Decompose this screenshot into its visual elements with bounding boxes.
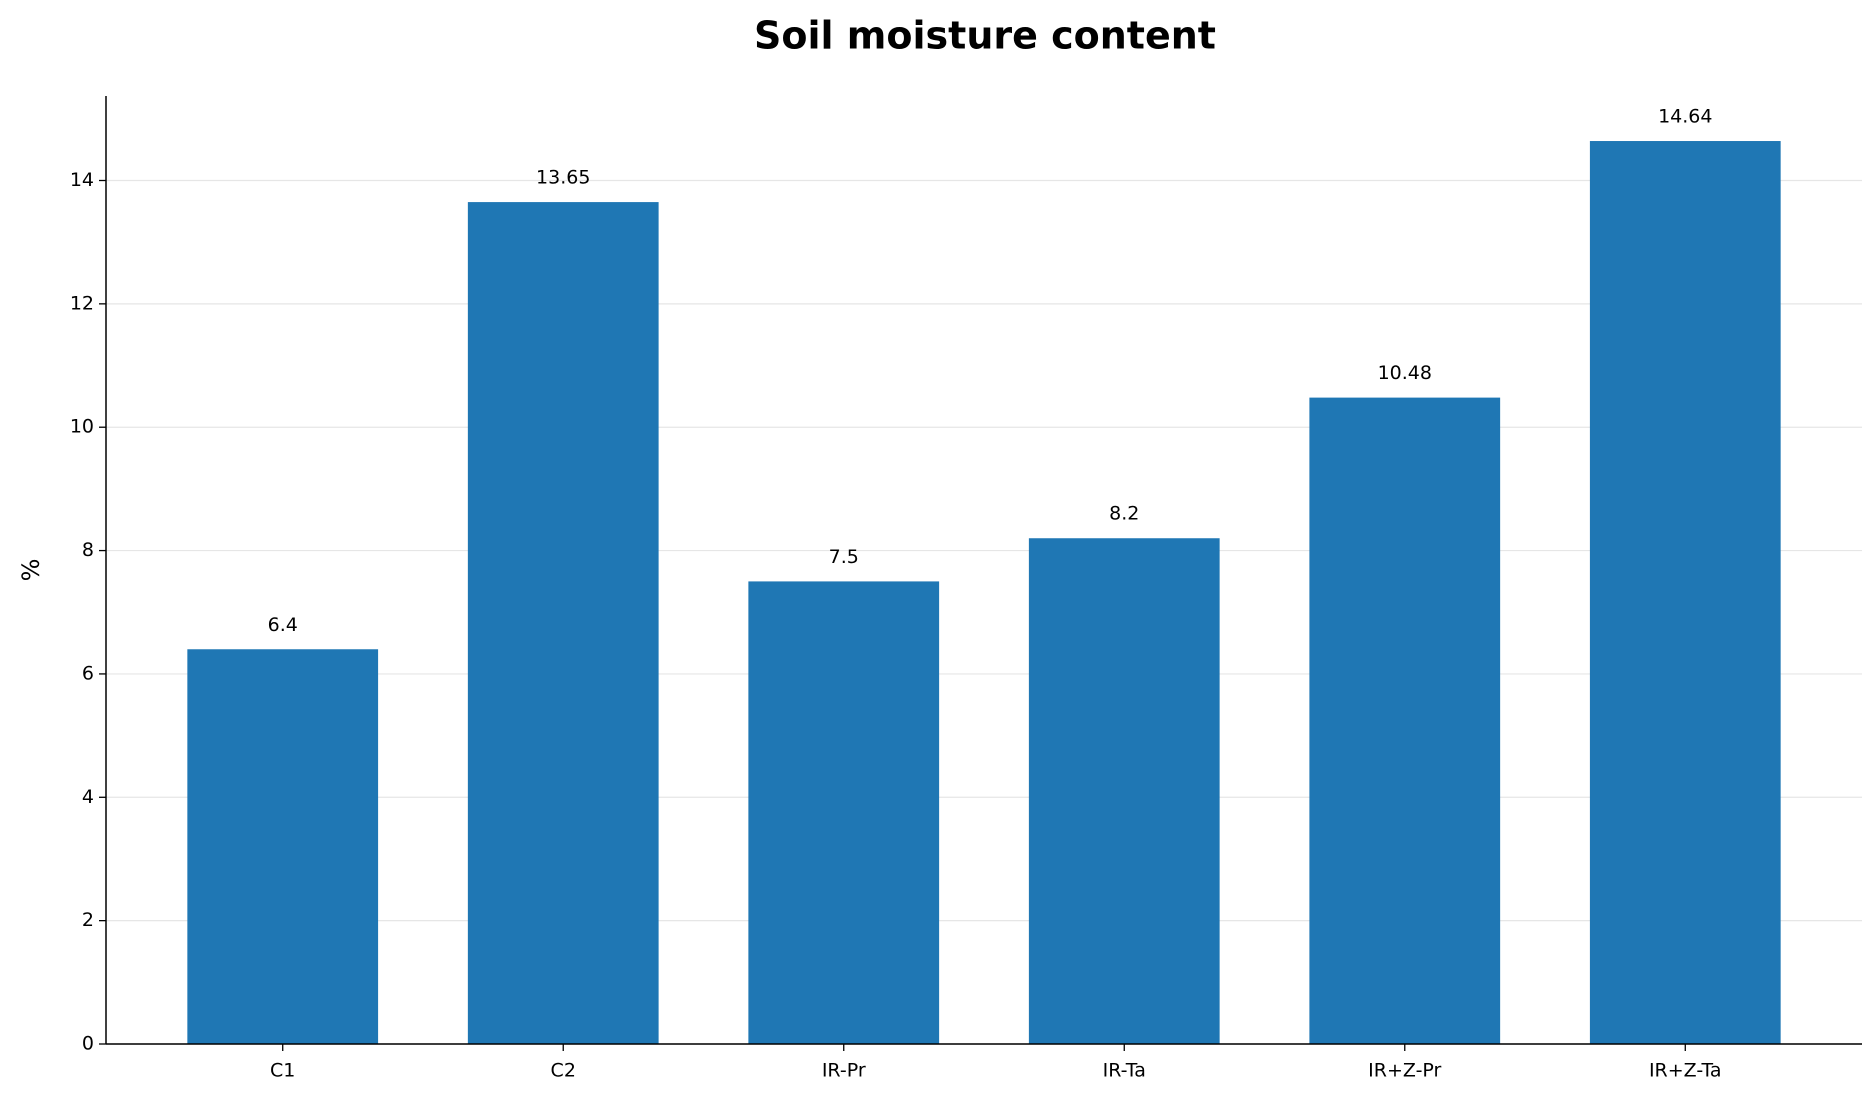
value-label: 14.64 <box>1658 106 1712 128</box>
bar <box>1028 538 1220 1044</box>
y-axis-label: % <box>17 559 45 582</box>
x-tick-label: C1 <box>270 1060 295 1082</box>
x-tick-label: IR+Z-Pr <box>1368 1060 1441 1082</box>
x-tick-label: IR-Ta <box>1103 1060 1146 1082</box>
chart-title: Soil moisture content <box>754 14 1216 58</box>
bar <box>1309 397 1501 1044</box>
y-tick-label: 6 <box>82 662 94 684</box>
y-tick-label: 2 <box>82 909 94 931</box>
x-tick-label: IR-Pr <box>822 1060 866 1082</box>
value-label: 8.2 <box>1109 503 1139 525</box>
bar <box>467 202 659 1045</box>
y-tick-label: 12 <box>70 292 94 314</box>
y-tick-label: 14 <box>70 169 94 191</box>
bar <box>748 581 940 1044</box>
x-tick-label: IR+Z-Ta <box>1649 1060 1722 1082</box>
y-tick-label: 10 <box>70 416 94 438</box>
value-label: 13.65 <box>536 167 590 189</box>
value-label: 6.4 <box>268 614 298 636</box>
bar <box>187 649 379 1044</box>
x-tick-label: C2 <box>551 1060 576 1082</box>
bar <box>1589 141 1781 1044</box>
y-tick-label: 0 <box>82 1033 94 1055</box>
value-label: 10.48 <box>1378 362 1432 384</box>
value-label: 7.5 <box>829 546 859 568</box>
y-tick-label: 8 <box>82 539 94 561</box>
y-tick-label: 4 <box>82 786 94 808</box>
